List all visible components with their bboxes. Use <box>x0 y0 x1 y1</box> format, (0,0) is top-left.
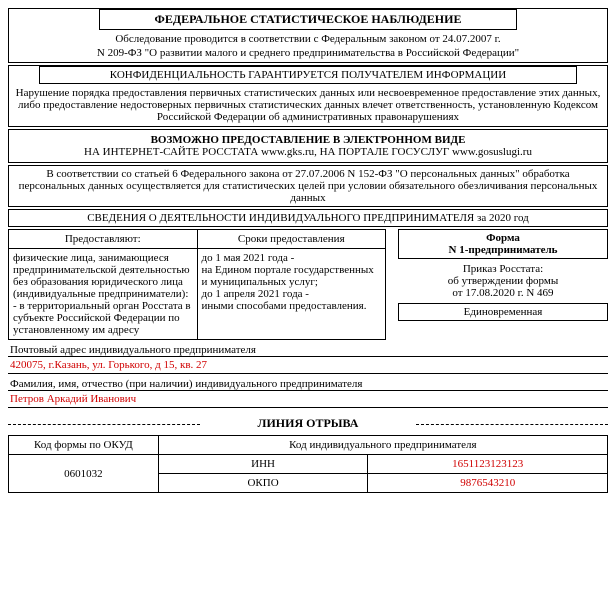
inn-label: ИНН <box>158 455 368 474</box>
entrepreneur-code-header: Код индивидуального предпринимателя <box>158 436 607 455</box>
codes-table: Код формы по ОКУД Код индивидуального пр… <box>8 435 608 493</box>
divider <box>8 356 608 357</box>
okud-value: 0601032 <box>9 455 159 493</box>
law-line-1: Обследование проводится в соответствии с… <box>9 32 607 46</box>
confidentiality-body: Нарушение порядка предоставления первичн… <box>9 86 607 124</box>
fio-label: Фамилия, имя, отчество (при наличии) инд… <box>10 378 608 390</box>
divider <box>8 390 608 391</box>
address-label: Почтовый адрес индивидуального предприни… <box>10 344 608 356</box>
main-title: ФЕДЕРАЛЬНОЕ СТАТИСТИЧЕСКОЕ НАБЛЮДЕНИЕ <box>99 9 518 30</box>
address-value: 420075, г.Казань, ул. Горького, д 15, кв… <box>10 359 608 371</box>
tear-label: ЛИНИЯ ОТРЫВА <box>258 416 359 430</box>
order-line-1: Приказ Росстата: <box>398 263 608 275</box>
divider <box>8 373 608 374</box>
col-who-body: физические лица, занимающиеся предприним… <box>9 249 198 340</box>
okpo-value: 9876543210 <box>368 474 608 493</box>
order-line-2: об утверждении формы <box>398 275 608 287</box>
inn-value: 1651123123123 <box>368 455 608 474</box>
order-block: Приказ Росстата: об утверждении формы от… <box>398 263 608 299</box>
confidentiality-title: КОНФИДЕНЦИАЛЬНОСТЬ ГАРАНТИРУЕТСЯ ПОЛУЧАТ… <box>39 66 577 84</box>
electronic-body: НА ИНТЕРНЕТ-САЙТЕ РОССТАТА www.gks.ru, Н… <box>13 146 603 158</box>
okpo-label: ОКПО <box>158 474 368 493</box>
once-label: Единовременная <box>398 303 608 321</box>
order-line-3: от 17.08.2020 г. N 469 <box>398 287 608 299</box>
col-header-who: Предоставляют: <box>9 230 198 249</box>
fio-value: Петров Аркадий Иванович <box>10 393 608 405</box>
form-document: ФЕДЕРАЛЬНОЕ СТАТИСТИЧЕСКОЕ НАБЛЮДЕНИЕ Об… <box>8 8 608 493</box>
personal-data-block: В соответствии со статьей 6 Федерального… <box>8 165 608 207</box>
law-line-2: N 209-ФЗ "О развитии малого и среднего п… <box>9 46 607 60</box>
activity-title: СВЕДЕНИЯ О ДЕЯТЕЛЬНОСТИ ИНДИВИДУАЛЬНОГО … <box>8 209 608 227</box>
title-block: ФЕДЕРАЛЬНОЕ СТАТИСТИЧЕСКОЕ НАБЛЮДЕНИЕ Об… <box>8 8 608 63</box>
divider <box>8 407 608 408</box>
electronic-title: ВОЗМОЖНО ПРЕДОСТАВЛЕНИЕ В ЭЛЕКТРОННОМ ВИ… <box>13 134 603 146</box>
okud-header: Код формы по ОКУД <box>9 436 159 455</box>
confidentiality-block: КОНФИДЕНЦИАЛЬНОСТЬ ГАРАНТИРУЕТСЯ ПОЛУЧАТ… <box>8 65 608 127</box>
form-number: Форма N 1-предприниматель <box>398 229 608 259</box>
personal-data-body: В соответствии со статьей 6 Федерального… <box>13 168 603 204</box>
submission-table: Предоставляют: Сроки предоставления физи… <box>8 229 608 340</box>
col-header-when: Сроки предоставления <box>197 230 386 249</box>
electronic-block: ВОЗМОЖНО ПРЕДОСТАВЛЕНИЕ В ЭЛЕКТРОННОМ ВИ… <box>8 129 608 163</box>
tear-line: ЛИНИЯ ОТРЫВА <box>8 416 608 431</box>
col-when-body: до 1 мая 2021 года - на Едином портале г… <box>197 249 386 340</box>
